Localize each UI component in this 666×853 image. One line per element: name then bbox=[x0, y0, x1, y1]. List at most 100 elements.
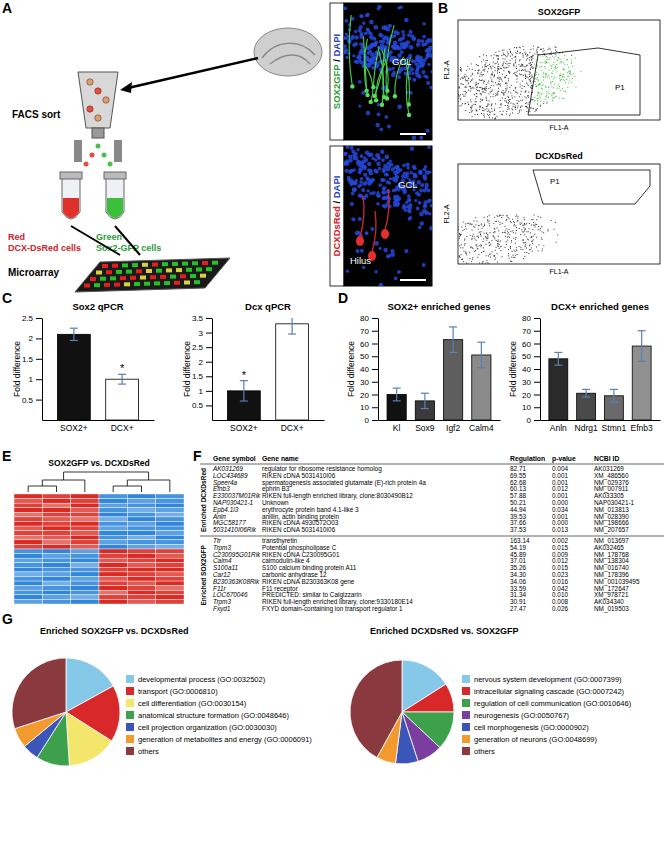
event bbox=[489, 117, 490, 118]
cell bbox=[87, 79, 93, 85]
event bbox=[497, 262, 498, 263]
event bbox=[550, 49, 551, 50]
event bbox=[560, 62, 561, 63]
event bbox=[483, 108, 484, 109]
event bbox=[527, 96, 528, 97]
nucleus bbox=[393, 30, 397, 34]
event bbox=[503, 90, 504, 91]
event bbox=[489, 242, 490, 243]
annotation: * bbox=[120, 362, 125, 374]
nucleus bbox=[382, 204, 385, 207]
event bbox=[480, 80, 481, 81]
event bbox=[543, 48, 544, 49]
nucleus bbox=[376, 202, 380, 206]
event bbox=[548, 87, 549, 88]
event bbox=[502, 74, 503, 75]
event bbox=[526, 60, 527, 61]
event bbox=[513, 73, 514, 74]
event bbox=[494, 63, 495, 64]
event bbox=[462, 94, 463, 95]
event bbox=[533, 67, 534, 68]
event bbox=[486, 240, 487, 241]
event bbox=[548, 86, 549, 87]
nucleus bbox=[358, 104, 361, 107]
event bbox=[478, 236, 479, 237]
event bbox=[545, 74, 546, 75]
event bbox=[472, 248, 473, 249]
event bbox=[543, 232, 544, 233]
event bbox=[533, 108, 534, 109]
event bbox=[494, 237, 495, 238]
nucleus bbox=[358, 56, 361, 59]
event bbox=[502, 256, 503, 257]
event bbox=[566, 59, 567, 60]
array-spot bbox=[132, 263, 138, 267]
event bbox=[484, 225, 485, 226]
event bbox=[522, 249, 523, 250]
event bbox=[485, 60, 486, 61]
event bbox=[486, 238, 487, 239]
event bbox=[540, 228, 541, 229]
y-axis: 0.511.522.533.5 bbox=[192, 314, 213, 420]
event bbox=[489, 225, 490, 226]
event bbox=[524, 230, 525, 231]
event bbox=[523, 227, 524, 228]
event bbox=[483, 113, 484, 114]
event bbox=[517, 76, 518, 77]
event bbox=[463, 96, 464, 97]
event bbox=[486, 244, 487, 245]
event bbox=[488, 115, 489, 116]
event bbox=[513, 250, 514, 251]
event bbox=[515, 56, 516, 57]
event bbox=[509, 108, 510, 109]
event bbox=[466, 254, 467, 255]
event bbox=[506, 100, 507, 101]
nucleus bbox=[350, 35, 355, 40]
event bbox=[506, 244, 507, 245]
event bbox=[485, 62, 486, 63]
event bbox=[515, 107, 516, 108]
event bbox=[470, 99, 471, 100]
nucleus bbox=[392, 45, 396, 49]
label: Red bbox=[8, 232, 25, 242]
event bbox=[562, 77, 563, 78]
bars bbox=[57, 328, 138, 420]
event bbox=[492, 103, 493, 104]
event bbox=[510, 114, 511, 115]
tick-label: 2 bbox=[29, 334, 34, 343]
nucleus bbox=[359, 184, 362, 187]
event bbox=[500, 246, 501, 247]
arrow-head bbox=[120, 82, 132, 93]
event bbox=[501, 68, 502, 69]
chart-title: Dcx qPCR bbox=[245, 301, 291, 312]
event bbox=[520, 47, 521, 48]
event bbox=[489, 221, 490, 222]
event bbox=[482, 75, 483, 76]
event bbox=[529, 79, 530, 80]
event bbox=[520, 106, 521, 107]
event bbox=[482, 70, 483, 71]
event bbox=[542, 77, 543, 78]
event bbox=[508, 236, 509, 237]
droplet bbox=[108, 162, 113, 167]
event bbox=[525, 242, 526, 243]
event bbox=[465, 80, 466, 81]
event bbox=[500, 215, 501, 216]
event bbox=[516, 47, 517, 48]
event bbox=[531, 241, 532, 242]
nucleus bbox=[346, 146, 350, 149]
event bbox=[464, 239, 465, 240]
event bbox=[515, 56, 516, 57]
event bbox=[516, 79, 517, 80]
event bbox=[485, 66, 486, 67]
event bbox=[530, 63, 531, 64]
event bbox=[484, 88, 485, 89]
array-spot bbox=[90, 277, 96, 281]
event bbox=[545, 68, 546, 69]
event bbox=[563, 98, 564, 99]
nucleus bbox=[351, 217, 355, 221]
event bbox=[508, 97, 509, 98]
event bbox=[473, 234, 474, 235]
event bbox=[532, 243, 533, 244]
event bbox=[504, 77, 505, 78]
